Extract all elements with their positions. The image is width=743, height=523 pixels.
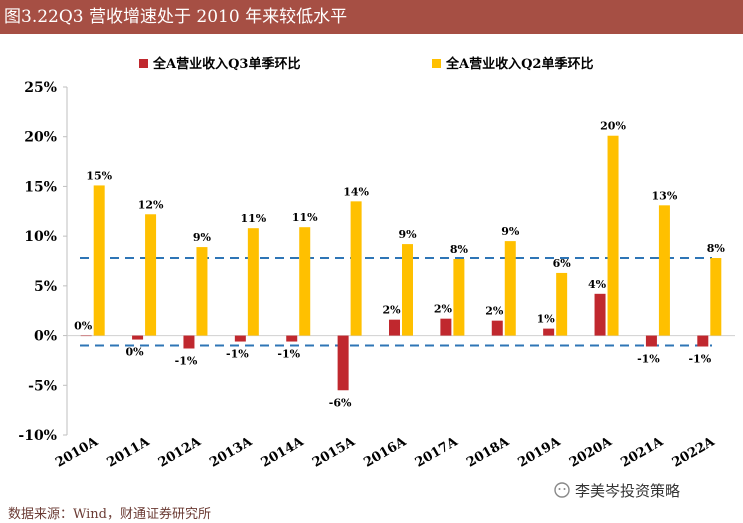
q3-data-label: -1% xyxy=(175,354,198,367)
q3-data-label: 1% xyxy=(537,313,556,326)
x-tick-label: 2016A xyxy=(361,434,409,471)
q3-bar xyxy=(594,293,606,336)
x-tick-label: 2018A xyxy=(464,434,512,471)
q3-bar xyxy=(440,318,452,336)
q3-bar xyxy=(389,319,400,336)
legend-swatch xyxy=(432,59,441,68)
y-tick-label: -5% xyxy=(28,378,57,394)
x-tick-label: 2014A xyxy=(259,434,307,471)
q2-data-label: 8% xyxy=(450,243,469,256)
watermark-text: 李美岑投资策略 xyxy=(575,482,681,500)
q3-data-label: 2% xyxy=(434,303,453,316)
data-source: 数据来源：Wind，财通证券研究所 xyxy=(8,507,211,522)
q3-data-label: -1% xyxy=(226,348,249,361)
q3-bar xyxy=(337,335,349,391)
y-tick-label: 20% xyxy=(24,130,57,146)
y-tick-label: -10% xyxy=(18,428,57,444)
q3-bar xyxy=(491,320,503,336)
q3-bar xyxy=(697,335,709,347)
q3-bar xyxy=(543,328,555,336)
q3-data-label: 0% xyxy=(74,320,93,333)
q3-bar xyxy=(132,335,144,340)
q2-bar xyxy=(402,244,413,336)
y-tick-label: 0% xyxy=(34,329,57,345)
q2-bar xyxy=(196,247,208,336)
q3-data-label: -1% xyxy=(277,348,300,361)
q2-data-label: 9% xyxy=(398,228,417,241)
q2-data-label: 6% xyxy=(553,257,572,270)
q3-data-label: 4% xyxy=(588,278,607,291)
chart-area: -10% -5% 0% 5% 10% 15% 20% 25% 0% 15% 2010A 0% 12% 20… xyxy=(0,34,743,500)
q2-bar xyxy=(710,258,722,336)
q2-bar xyxy=(93,185,105,336)
x-tick-label: 2021A xyxy=(618,434,666,471)
q2-data-label: 13% xyxy=(652,189,678,202)
y-tick-label: 15% xyxy=(24,179,57,195)
q2-bar xyxy=(453,259,465,336)
x-tick-label: 2020A xyxy=(567,434,615,471)
q2-data-label: 8% xyxy=(707,242,726,255)
legend-swatch xyxy=(139,59,148,68)
q2-bar xyxy=(145,214,157,336)
x-tick-label: 2017A xyxy=(413,434,461,471)
x-tick-label: 2019A xyxy=(516,434,564,471)
q2-bar xyxy=(556,272,568,336)
q2-data-label: 9% xyxy=(193,231,212,244)
q3-bar xyxy=(183,335,195,349)
y-tick-label: 5% xyxy=(34,279,57,295)
q2-bar xyxy=(607,135,619,336)
watermark: 李美岑投资策略 xyxy=(554,480,680,501)
q2-data-label: 20% xyxy=(600,120,626,133)
q3-data-label: 2% xyxy=(382,304,401,317)
y-tick-label: 25% xyxy=(24,80,57,96)
bar-chart: -10% -5% 0% 5% 10% 15% 20% 25% 0% 15% 2010A 0% 12% 20… xyxy=(18,56,735,471)
q3-bar xyxy=(80,335,92,337)
q2-data-label: 11% xyxy=(240,212,266,225)
q3-bar xyxy=(645,335,657,347)
x-tick-label: 2011A xyxy=(104,434,152,471)
x-tick-label: 2012A xyxy=(156,434,204,471)
q2-data-label: 14% xyxy=(343,185,369,198)
q3-bar xyxy=(234,335,246,342)
legend-label: 全A营业收入Q3单季环比 xyxy=(152,56,300,72)
x-tick-label: 2010A xyxy=(53,434,101,471)
y-tick-label: 10% xyxy=(24,229,57,245)
q3-bar xyxy=(286,335,298,342)
q2-data-label: 12% xyxy=(138,198,164,211)
x-tick-label: 2015A xyxy=(310,434,358,471)
q3-data-label: 0% xyxy=(126,346,145,359)
q2-data-label: 9% xyxy=(501,225,520,238)
q2-bar xyxy=(299,227,311,336)
x-tick-label: 2013A xyxy=(207,434,255,471)
q2-data-label: 11% xyxy=(292,211,318,224)
q2-data-label: 15% xyxy=(86,169,112,182)
q2-bar xyxy=(247,228,259,336)
q2-bar xyxy=(658,205,670,336)
figure-title: 图3.22Q3 营收增速处于 2010 年来较低水平 xyxy=(0,0,743,34)
q3-data-label: -1% xyxy=(688,353,711,366)
legend-label: 全A营业收入Q2单季环比 xyxy=(445,56,593,72)
x-tick-label: 2022A xyxy=(670,434,718,471)
q2-bar xyxy=(504,241,516,336)
q2-bar xyxy=(350,201,362,336)
q3-data-label: -1% xyxy=(637,353,660,366)
wechat-icon xyxy=(554,482,570,498)
q3-data-label: -6% xyxy=(329,396,352,409)
q3-data-label: 2% xyxy=(485,305,504,318)
